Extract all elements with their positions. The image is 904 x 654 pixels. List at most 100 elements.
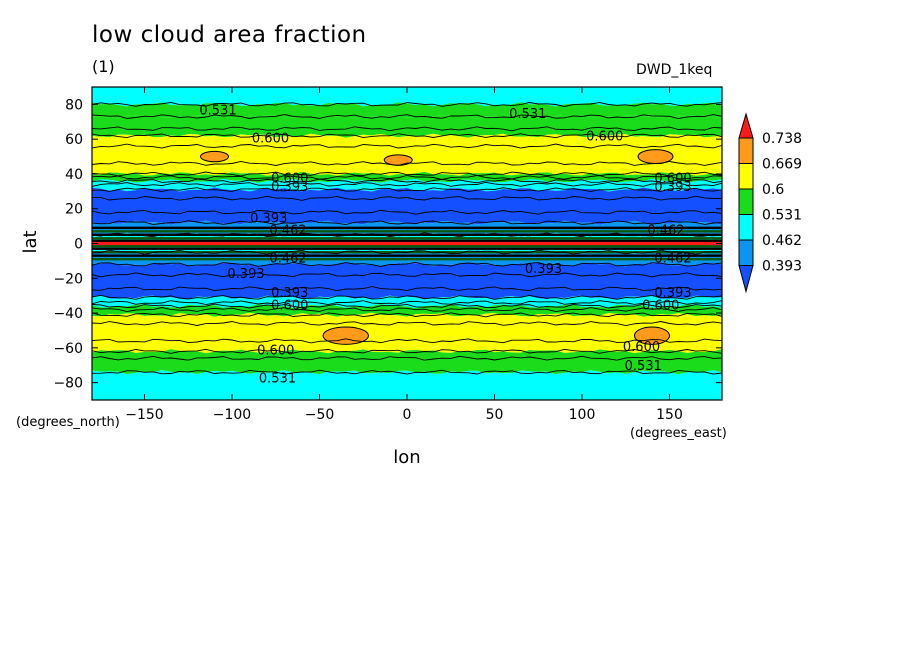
contour-line xyxy=(92,348,722,354)
contour-label: 0.600 xyxy=(252,131,289,146)
contour-line xyxy=(92,143,722,149)
contour-patch xyxy=(200,150,229,163)
contour-line xyxy=(92,209,722,215)
y-tick-label: −80 xyxy=(53,376,83,392)
contour-band xyxy=(92,114,722,138)
contour-band xyxy=(92,133,722,176)
contour-line xyxy=(92,126,722,132)
contour-band xyxy=(92,187,722,225)
contour-patch xyxy=(383,154,413,166)
contour-line xyxy=(92,321,722,327)
tropical-contour-stripe xyxy=(92,247,722,250)
contour-label: 0.600 xyxy=(271,298,308,313)
lat-units-label: (degrees_north) xyxy=(16,415,120,430)
contour-patch xyxy=(322,326,369,345)
colorbar-extend-max xyxy=(738,112,754,139)
contour-label: 0.600 xyxy=(642,298,679,313)
contour-label: 0.462 xyxy=(654,251,691,266)
contour-label: 0.531 xyxy=(625,359,662,374)
y-tick-label: 60 xyxy=(65,132,83,148)
contour-label: 0.462 xyxy=(269,251,306,266)
y-tick-label: −60 xyxy=(53,341,83,357)
tropical-contour-stripe xyxy=(92,230,722,233)
contour-line xyxy=(92,312,722,318)
contour-line-layer xyxy=(92,101,722,375)
x-tick-label: 0 xyxy=(403,407,412,423)
contour-label: 0.600 xyxy=(623,340,660,355)
contour-label: 0.531 xyxy=(199,104,236,119)
x-tick-label: −150 xyxy=(125,407,163,423)
colorbar-label: 0.669 xyxy=(762,157,802,173)
equator-max-band xyxy=(92,241,722,246)
y-tick-label: 0 xyxy=(74,237,83,253)
x-tick-label: 100 xyxy=(569,407,596,423)
contour-band xyxy=(92,349,722,375)
colorbar-segment xyxy=(738,137,754,164)
contour-line xyxy=(92,303,722,309)
y-axis-title: lat xyxy=(20,230,41,253)
contour-line xyxy=(92,160,722,166)
contour-line xyxy=(92,174,722,180)
contour-line xyxy=(92,369,722,375)
run-label: DWD_1keq xyxy=(636,62,713,78)
contour-patch xyxy=(637,149,674,165)
contour-band xyxy=(92,87,722,107)
x-tick-label: 50 xyxy=(486,407,504,423)
lon-units-label: (degrees_east) xyxy=(630,426,727,441)
colorbar-segment xyxy=(738,163,754,190)
contour-line xyxy=(92,355,722,361)
colorbar-label: 0.462 xyxy=(762,233,802,249)
tropical-contour-stripe xyxy=(92,233,722,237)
chart-units-label: (1) xyxy=(92,57,115,76)
contour-label: 0.462 xyxy=(647,224,684,239)
contour-line xyxy=(92,171,722,177)
tropical-contour-stripe xyxy=(92,257,722,261)
contour-label: 0.393 xyxy=(654,180,691,195)
colorbar-segment xyxy=(738,239,754,266)
y-tick-label: 80 xyxy=(65,97,83,113)
axis-ticks: −150 −100 −50 0 50 100 150 80 60 40 20 0 −20 −40 −60 −8… xyxy=(53,87,722,423)
tropical-contour-stripe xyxy=(92,239,722,243)
colorbar: 0.738 0.669 0.6 0.531 0.462 0.393 xyxy=(738,112,802,294)
contour-line xyxy=(92,249,722,255)
chart-title: low cloud area fraction xyxy=(92,22,367,48)
contour-line xyxy=(92,114,722,120)
contour-label: 0.600 xyxy=(654,171,691,186)
contour-line xyxy=(92,220,722,226)
x-tick-label: −100 xyxy=(213,407,251,423)
colorbar-extend-min xyxy=(738,265,754,294)
contour-label: 0.600 xyxy=(257,344,294,359)
contour-label: 0.600 xyxy=(271,171,308,186)
tropical-contour-stripe xyxy=(92,254,722,257)
contour-band xyxy=(92,370,722,400)
contour-line xyxy=(92,101,722,107)
colorbar-label: 0.393 xyxy=(762,259,802,275)
contour-label: 0.393 xyxy=(654,286,691,301)
colorbar-segment xyxy=(738,188,754,215)
x-axis-title: lon xyxy=(393,447,420,468)
colorbar-label: 0.531 xyxy=(762,208,802,224)
contour-line xyxy=(92,261,722,267)
x-tick-label: 150 xyxy=(656,407,683,423)
contour-label: 0.531 xyxy=(509,107,546,122)
tropical-contour-stripe xyxy=(92,237,722,240)
contour-label: 0.393 xyxy=(271,286,308,301)
y-tick-label: −40 xyxy=(53,306,83,322)
contour-label: 0.600 xyxy=(586,130,623,145)
contour-line xyxy=(92,195,722,201)
contour-band xyxy=(92,262,722,300)
contour-line xyxy=(92,338,722,344)
contour-label: 0.393 xyxy=(250,211,287,226)
colorbar-label: 0.6 xyxy=(762,182,784,198)
contour-band xyxy=(92,312,722,354)
contour-line xyxy=(92,294,722,300)
y-tick-label: 40 xyxy=(65,167,83,183)
contour-line xyxy=(92,187,722,193)
colorbar-label: 0.738 xyxy=(762,131,802,147)
contour-label: 0.531 xyxy=(259,371,296,386)
contour-label: 0.393 xyxy=(525,262,562,277)
contour-line xyxy=(92,272,722,278)
colorbar-segment xyxy=(738,214,754,241)
